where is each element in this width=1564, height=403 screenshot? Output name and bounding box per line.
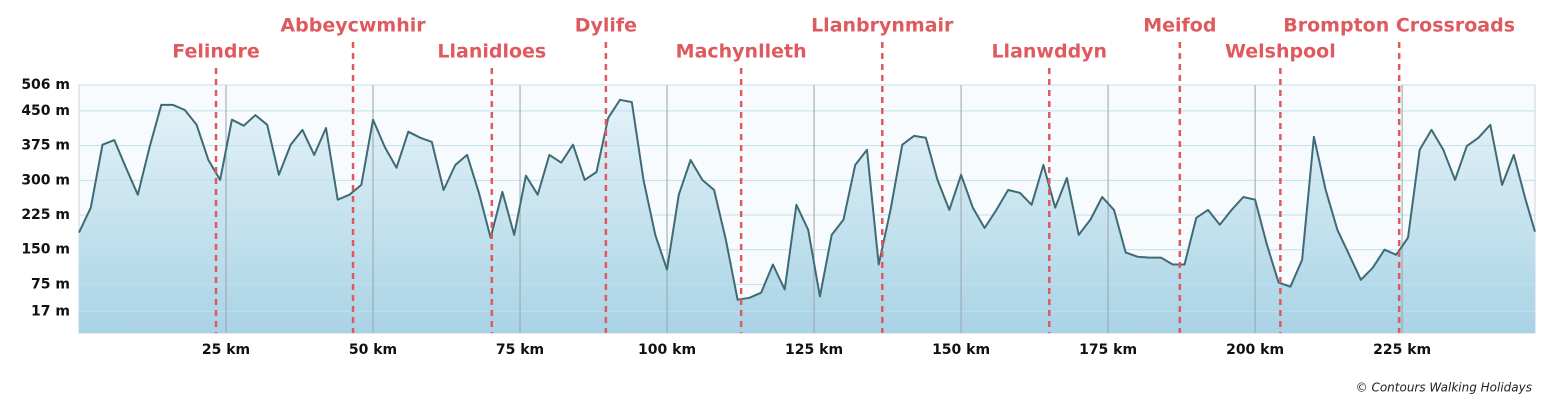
x-tick-label: 100 km — [638, 342, 696, 358]
y-tick-label: 150 m — [21, 242, 70, 258]
y-tick-label: 506 m — [21, 77, 70, 93]
x-tick-label: 125 km — [785, 342, 843, 358]
y-tick-label: 300 m — [21, 172, 70, 188]
y-tick-label: 225 m — [21, 207, 70, 223]
elevation-line — [78, 98, 1536, 301]
x-tick-label: 25 km — [202, 342, 250, 358]
waypoint-label: Abbeycwmhir — [280, 15, 426, 37]
y-tick-label: 375 m — [21, 138, 70, 154]
x-tick-label: 175 km — [1079, 342, 1137, 358]
waypoint-label: Felindre — [172, 41, 260, 63]
waypoint-label: Llanwddyn — [991, 41, 1107, 63]
x-tick-label: 200 km — [1226, 342, 1284, 358]
waypoint-label: Llanbrynmair — [811, 15, 954, 37]
waypoint-label: Meifod — [1143, 15, 1216, 37]
y-tick-label: 75 m — [31, 276, 70, 292]
x-tick-label: 225 km — [1373, 342, 1431, 358]
x-tick-label: 50 km — [349, 342, 397, 358]
waypoint-label: Llanidloes — [437, 41, 546, 63]
waypoint-label: Machynlleth — [676, 41, 807, 63]
x-tick-label: 75 km — [496, 342, 544, 358]
waypoint-label: Brompton Crossroads — [1283, 15, 1515, 37]
credit: © Contours Walking Holidays — [1356, 381, 1532, 395]
x-tick-label: 150 km — [932, 342, 990, 358]
elevation-area — [79, 99, 1535, 333]
y-tick-label: 17 m — [31, 303, 70, 319]
y-tick-label: 450 m — [21, 103, 70, 119]
waypoint-label: Dylife — [575, 15, 637, 37]
waypoint-label: Welshpool — [1225, 41, 1336, 63]
